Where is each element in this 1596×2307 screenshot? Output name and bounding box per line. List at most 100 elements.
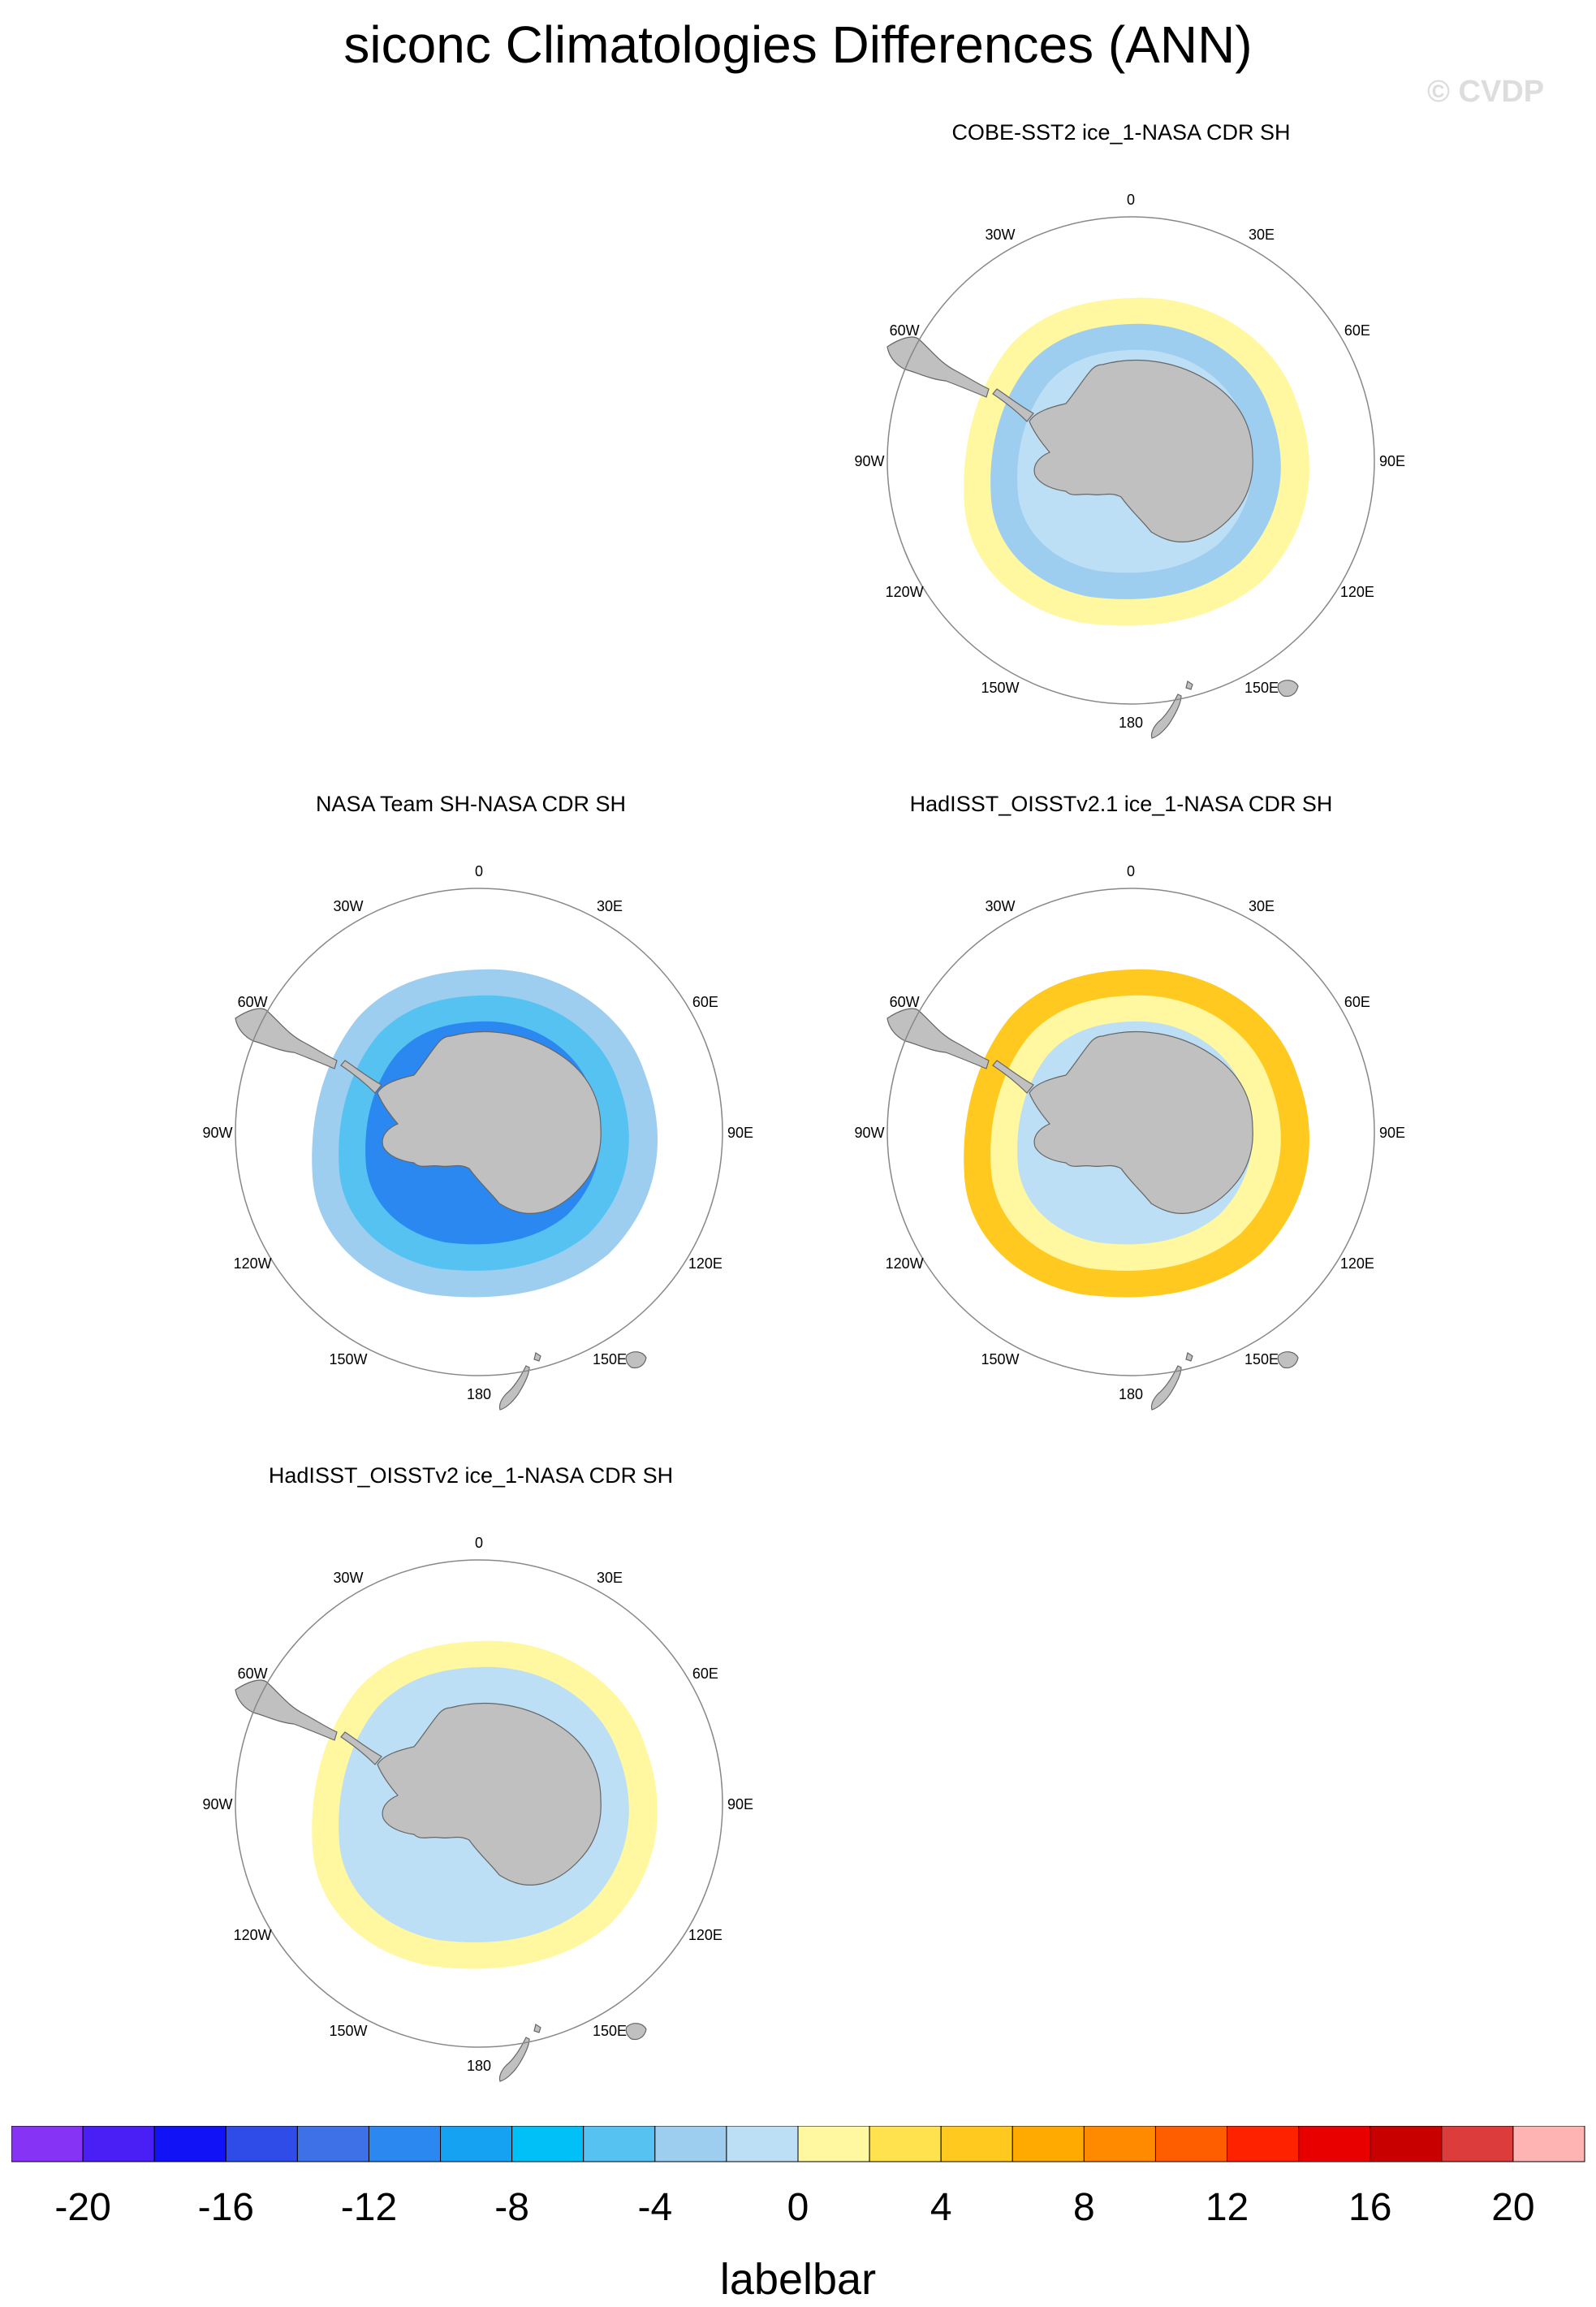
meridian-label: 180 bbox=[1119, 715, 1143, 731]
labelbar-swatch bbox=[1227, 2126, 1300, 2162]
tasmania-landmass bbox=[625, 2023, 647, 2041]
labelbar-swatch bbox=[368, 2126, 442, 2162]
polar-map-cobe: 0 30E 60E 90E 120E 150E 180 150W 120W 90W 60W 30W bbox=[854, 192, 1405, 739]
meridian-label: 90E bbox=[1379, 1125, 1405, 1141]
meridian-label: 30E bbox=[597, 1570, 623, 1586]
meridian-label: 0 bbox=[475, 863, 483, 879]
meridian-label: 0 bbox=[475, 1535, 483, 1551]
meridian-label: 60E bbox=[1344, 994, 1370, 1010]
labelbar-tick-label: 16 bbox=[1348, 2186, 1391, 2229]
meridian-label: 30W bbox=[985, 227, 1015, 243]
meridian-label: 30E bbox=[1249, 227, 1275, 243]
meridian-label: 150E bbox=[593, 2023, 627, 2039]
meridian-label: 90E bbox=[1379, 453, 1405, 469]
meridian-label: 60W bbox=[890, 994, 920, 1010]
labelbar-swatch bbox=[1012, 2126, 1085, 2162]
panel-title-oisstv2: HadISST_OISSTv2 ice_1-NASA CDR SH bbox=[268, 1463, 674, 1488]
meridian-label: 0 bbox=[1127, 192, 1135, 208]
labelbar-tick-label: -4 bbox=[637, 2186, 672, 2229]
labelbar-tick-label: 0 bbox=[787, 2186, 809, 2229]
labelbar-swatch bbox=[1083, 2126, 1156, 2162]
labelbar-swatch bbox=[654, 2126, 727, 2162]
figure-title: siconc Climatologies Differences (ANN) bbox=[343, 15, 1253, 74]
south-america-landmass bbox=[886, 336, 990, 398]
new-zealand-landmass bbox=[1150, 1352, 1193, 1411]
labelbar-swatch bbox=[1154, 2126, 1228, 2162]
antarctica-landmass bbox=[1029, 359, 1253, 542]
meridian-label: 30W bbox=[333, 1570, 363, 1586]
labelbar-swatch bbox=[153, 2126, 226, 2162]
meridian-label: 30E bbox=[1249, 898, 1275, 914]
meridian-label: 150E bbox=[1244, 1351, 1279, 1367]
labelbar-swatch bbox=[1298, 2126, 1371, 2162]
meridian-label: 60W bbox=[890, 322, 920, 339]
antarctic-peninsula bbox=[992, 388, 1034, 422]
map-boundary-circle bbox=[886, 216, 1375, 705]
panel-title-oisstv21: HadISST_OISSTv2.1 ice_1-NASA CDR SH bbox=[909, 792, 1333, 816]
meridian-label: 60E bbox=[692, 994, 718, 1010]
meridian-label: 120E bbox=[1340, 584, 1374, 600]
meridian-label: 30E bbox=[597, 898, 623, 914]
new-zealand-landmass bbox=[498, 1352, 541, 1411]
labelbar-swatch bbox=[225, 2126, 298, 2162]
meridian-label: 150W bbox=[981, 680, 1019, 696]
labelbar-swatch bbox=[296, 2126, 369, 2162]
labelbar-tick-label: -16 bbox=[198, 2186, 254, 2229]
labelbar-swatch bbox=[1370, 2126, 1443, 2162]
meridian-label: 150W bbox=[329, 2023, 367, 2039]
labelbar-swatch bbox=[940, 2126, 1013, 2162]
south-america-landmass bbox=[235, 1679, 338, 1741]
meridian-label: 30W bbox=[985, 898, 1015, 914]
meridian-label: 120W bbox=[234, 1927, 272, 1943]
meridian-label: 180 bbox=[467, 2058, 491, 2074]
color-labelbar: -20 -16 -12 -8 -4 0 4 8 12 16 20 bbox=[11, 2126, 1585, 2229]
meridian-label: 120E bbox=[688, 1927, 723, 1943]
antarctica-landmass bbox=[377, 1702, 602, 1886]
labelbar-tick-label: -12 bbox=[341, 2186, 397, 2229]
meridian-label: 90E bbox=[727, 1796, 753, 1812]
meridian-label: 150E bbox=[1244, 680, 1279, 696]
polar-map-oisstv21: 0 30E 60E 90E 120E 150E 180 150W 120W 90W 60W 30W bbox=[854, 863, 1405, 1411]
meridian-label: 60W bbox=[238, 994, 268, 1010]
meridian-label: 150E bbox=[593, 1351, 627, 1367]
meridian-label: 120W bbox=[234, 1255, 272, 1272]
labelbar-swatch bbox=[440, 2126, 513, 2162]
meridian-label: 0 bbox=[1127, 863, 1135, 879]
labelbar-tick-label: -8 bbox=[494, 2186, 529, 2229]
meridian-label: 90E bbox=[727, 1125, 753, 1141]
map-boundary-circle bbox=[235, 888, 723, 1376]
antarctic-peninsula bbox=[340, 1731, 382, 1765]
meridian-label: 150W bbox=[329, 1351, 367, 1367]
polar-map-nasateam: 0 30E 60E 90E 120E 150E 180 150W 120W 90W 60W 30W bbox=[202, 863, 753, 1411]
tasmania-landmass bbox=[1277, 1351, 1299, 1369]
labelbar-swatch bbox=[1441, 2126, 1514, 2162]
meridian-label: 60W bbox=[238, 1665, 268, 1682]
new-zealand-landmass bbox=[498, 2024, 541, 2082]
meridian-label: 90W bbox=[202, 1125, 232, 1141]
labelbar-swatch bbox=[583, 2126, 656, 2162]
labelbar-tick-label: -20 bbox=[54, 2186, 110, 2229]
labelbar-tick-label: 4 bbox=[930, 2186, 952, 2229]
meridian-label: 120E bbox=[1340, 1255, 1374, 1272]
meridian-label: 60E bbox=[692, 1665, 718, 1682]
new-zealand-landmass bbox=[1150, 680, 1193, 739]
antarctic-peninsula bbox=[340, 1060, 382, 1094]
meridian-label: 120W bbox=[886, 1255, 924, 1272]
meridian-label: 120W bbox=[886, 584, 924, 600]
meridian-label: 90W bbox=[202, 1796, 232, 1812]
panel-title-nasateam: NASA Team SH-NASA CDR SH bbox=[315, 792, 627, 816]
meridian-label: 90W bbox=[854, 453, 884, 469]
antarctic-peninsula bbox=[992, 1060, 1034, 1094]
labelbar-tick-label: 12 bbox=[1206, 2186, 1249, 2229]
labelbar-swatch bbox=[869, 2126, 942, 2162]
labelbar-swatch bbox=[82, 2126, 155, 2162]
labelbar-swatch bbox=[797, 2126, 870, 2162]
map-boundary-circle bbox=[886, 888, 1375, 1376]
labelbar-swatch bbox=[511, 2126, 584, 2162]
labelbar-swatch bbox=[726, 2126, 799, 2162]
polar-map-oisstv2: 0 30E 60E 90E 120E 150E 180 150W 120W 90W 60W 30W bbox=[202, 1535, 753, 2082]
labelbar-tick-label: 20 bbox=[1491, 2186, 1534, 2229]
south-america-landmass bbox=[235, 1008, 338, 1069]
meridian-label: 180 bbox=[1119, 1386, 1143, 1402]
meridian-label: 180 bbox=[467, 1386, 491, 1402]
